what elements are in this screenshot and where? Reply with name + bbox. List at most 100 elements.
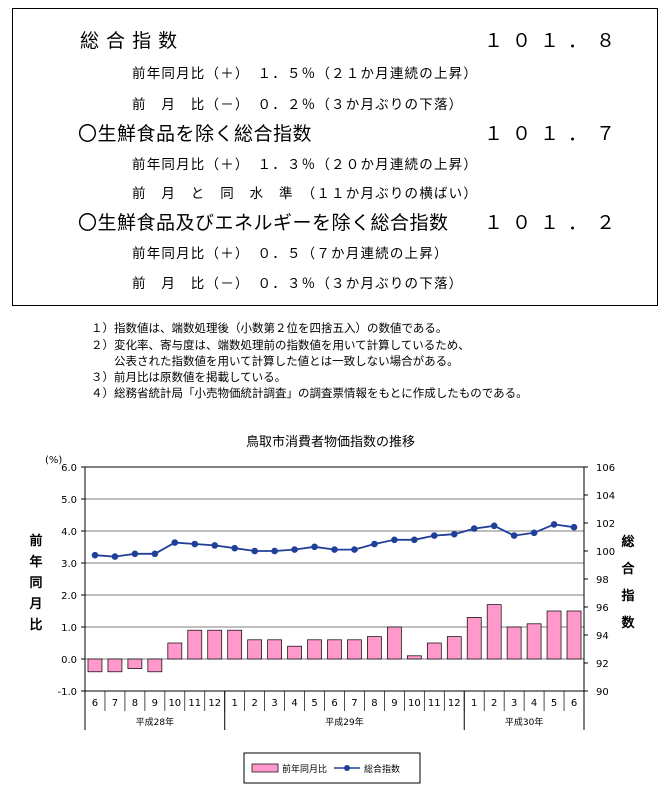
index-point <box>231 544 238 552</box>
right-tick-label: 92 <box>596 659 609 670</box>
bar <box>486 604 502 660</box>
summary-box <box>12 8 658 306</box>
bar <box>207 629 223 660</box>
x-tick-label: 12 <box>208 698 221 709</box>
left-tick-label: 2.0 <box>61 591 77 602</box>
x-tick-label: 6 <box>92 698 98 709</box>
x-tick-label: 5 <box>551 698 557 709</box>
group-label: 平成28年 <box>136 716 174 728</box>
bar <box>287 645 302 660</box>
x-tick-label: 3 <box>271 698 277 709</box>
x-tick-label: 9 <box>391 698 397 709</box>
index-point <box>371 540 378 548</box>
general-index-value: １０１．８ <box>484 30 625 52</box>
bar <box>387 626 402 660</box>
note-2: ２）変化率、寄与度は、端数処理前の指数値を用いて計算しているため、 <box>91 338 470 352</box>
bar <box>167 642 183 660</box>
excl-fresh-energy-yoy: 前年同月比（＋） ０．５（７か月連続の上昇） <box>132 246 449 262</box>
bar <box>187 629 203 660</box>
bar <box>127 658 143 669</box>
right-tick-label: 96 <box>596 603 609 614</box>
bar <box>87 658 103 673</box>
right-axis-title-char: 総 <box>621 534 634 550</box>
x-tick-label: 10 <box>408 698 421 709</box>
left-tick-label: 6.0 <box>61 463 77 474</box>
x-tick-label: 2 <box>491 698 497 709</box>
index-point <box>391 536 398 544</box>
index-point <box>510 532 518 539</box>
right-tick-label: 102 <box>596 519 615 530</box>
bar <box>466 617 482 660</box>
excl-fresh-energy-mom: 前 月 比（－） ０．３％（３か月ぶりの下落） <box>132 276 464 292</box>
bar <box>426 642 442 660</box>
chart-title: 鳥取市消費者物価指数の推移 <box>245 435 415 450</box>
bar <box>446 636 462 660</box>
x-tick-label: 11 <box>188 698 201 709</box>
left-axis-title-char: 前 <box>29 533 42 549</box>
index-point <box>530 529 538 537</box>
general-mom: 前 月 比（－） ０．２％（３か月ぶりの下落） <box>132 97 464 113</box>
right-tick-label: 94 <box>596 631 609 642</box>
general-yoy: 前年同月比（＋） １．５％（２１か月連続の上昇） <box>132 66 479 82</box>
x-tick-label: 1 <box>471 698 477 709</box>
left-axis-title-char: 年 <box>29 554 42 570</box>
right-tick-label: 98 <box>596 575 609 586</box>
bar <box>267 639 282 660</box>
x-tick-label: 1 <box>232 698 238 709</box>
index-point <box>470 525 478 532</box>
left-axis-title-char: 同 <box>29 576 42 591</box>
left-axis-title-char: 比 <box>29 617 42 633</box>
index-point <box>131 550 139 558</box>
excl-fresh-mom: 前 月 と 同 水 準 （１１か月ぶりの横ばい） <box>132 186 479 202</box>
x-tick-label: 10 <box>168 698 181 709</box>
right-tick-label: 106 <box>596 463 615 474</box>
left-axis-unit: (%) <box>45 455 62 466</box>
index-point <box>151 550 159 558</box>
note-4: ３）前月比は原数値を掲載している。 <box>91 370 287 384</box>
right-axis-title-char: 合 <box>621 561 635 577</box>
bar <box>566 610 582 660</box>
x-tick-label: 12 <box>448 698 461 709</box>
x-tick-label: 4 <box>291 698 297 709</box>
excl-fresh-yoy: 前年同月比（＋） １．３％（２０か月連続の上昇） <box>132 157 479 173</box>
right-tick-label: 90 <box>596 687 609 698</box>
x-tick-label: 8 <box>132 698 138 709</box>
left-axis-title-char: 月 <box>28 597 42 612</box>
left-tick-label: 0.0 <box>61 655 77 666</box>
left-tick-label: 3.0 <box>61 559 77 570</box>
general-index-label: 総 合 指 数 <box>80 30 178 52</box>
bar <box>526 623 542 660</box>
right-tick-label: 100 <box>596 547 615 558</box>
bar <box>367 636 382 660</box>
note-5: ４）総務省統計局「小売物価統計調査」の調査票情報をもとに作成したものである。 <box>91 386 528 400</box>
x-tick-label: 6 <box>571 698 577 709</box>
legend-line-marker <box>344 765 350 771</box>
index-point <box>251 547 258 555</box>
index-point <box>291 546 298 553</box>
bar <box>506 626 522 660</box>
x-tick-label: 11 <box>428 698 441 709</box>
excl-fresh-energy-label: 〇生鮮食品及びエネルギーを除く総合指数 <box>78 212 449 234</box>
bar <box>107 658 123 673</box>
legend-bar-label: 前年同月比 <box>282 763 327 775</box>
index-point <box>211 542 219 549</box>
index-point <box>111 553 119 560</box>
x-tick-label: 7 <box>351 698 357 709</box>
excl-fresh-label: 〇生鮮食品を除く総合指数 <box>78 123 313 145</box>
bar <box>347 639 362 660</box>
bar <box>307 639 322 660</box>
x-tick-label: 6 <box>331 698 337 709</box>
group-label: 平成30年 <box>505 716 543 728</box>
index-point <box>271 547 278 555</box>
note-3: 公表された指数値を用いて計算した値とは一致しない場合がある。 <box>91 354 459 368</box>
x-tick-label: 2 <box>251 698 257 709</box>
index-point <box>431 532 438 539</box>
excl-fresh-value: １０１．７ <box>484 123 625 145</box>
left-tick-label: 1.0 <box>61 623 77 634</box>
legend-line-label: 総合指数 <box>364 763 400 775</box>
left-tick-label: 4.0 <box>61 527 77 538</box>
index-point <box>311 543 318 551</box>
x-tick-label: 4 <box>531 698 537 709</box>
left-tick-label: 5.0 <box>61 495 77 506</box>
